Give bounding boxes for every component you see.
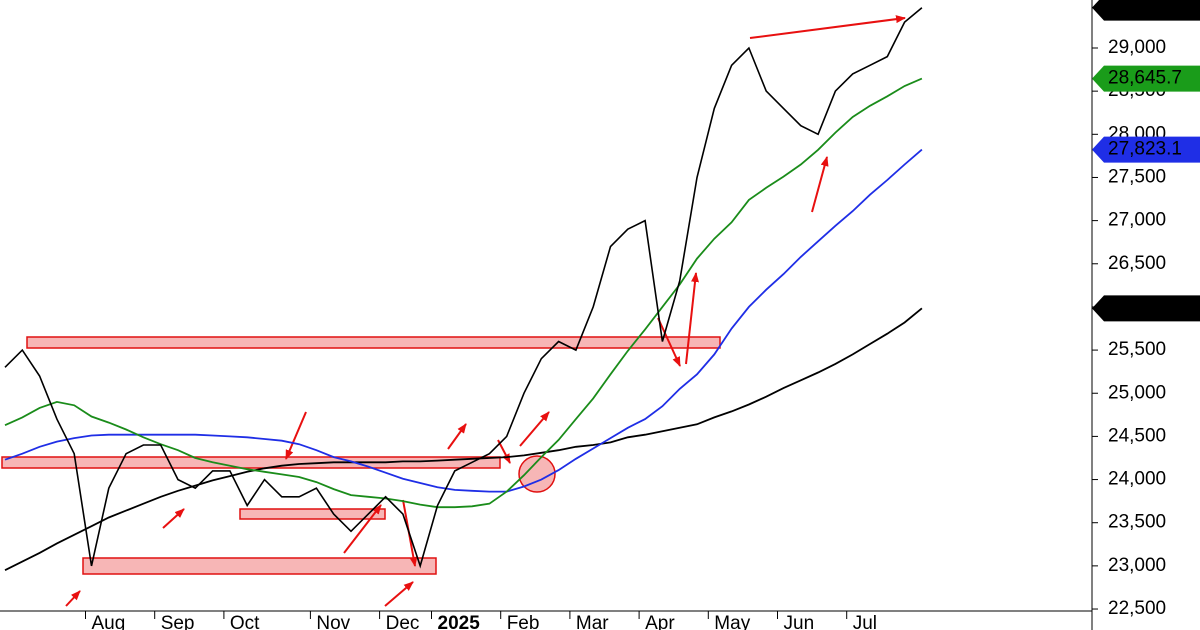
price-label-box xyxy=(1092,136,1200,163)
x-tick-label: Aug xyxy=(92,613,126,630)
support-zone xyxy=(82,557,437,575)
series-line xyxy=(4,307,923,572)
plot-area xyxy=(1,336,721,575)
price-label: 29,467.3 xyxy=(1108,0,1182,18)
price-label-box xyxy=(1092,0,1200,21)
y-tick-label: 22,500 xyxy=(1108,598,1166,619)
resistance-zone xyxy=(1,456,501,469)
x-tick-label: Apr xyxy=(645,613,675,630)
arrow xyxy=(657,317,681,367)
x-tick-label: Mar xyxy=(576,613,609,630)
y-tick-label: 24,500 xyxy=(1108,425,1166,446)
arrow xyxy=(65,590,81,607)
x-tick-label: Sep xyxy=(161,613,195,630)
arrow xyxy=(811,156,829,213)
series-line xyxy=(4,77,923,509)
x-tick-label: Oct xyxy=(230,613,260,630)
x-tick-label: Nov xyxy=(316,613,350,630)
arrow xyxy=(285,411,307,460)
x-tick-label: 2025 xyxy=(438,613,481,630)
annotation-arrows xyxy=(65,15,906,607)
x-tick-label: Jul xyxy=(853,613,877,630)
x-tick-label: May xyxy=(714,613,750,630)
resistance-zone xyxy=(26,336,721,349)
price-label-box xyxy=(1092,65,1200,92)
y-tick-label: 23,000 xyxy=(1108,555,1166,576)
price-label: 27,823.1 xyxy=(1108,139,1182,160)
support-zone xyxy=(239,508,386,520)
crossover-marker xyxy=(518,455,556,493)
arrow xyxy=(384,581,414,607)
y-tick-label: 25,500 xyxy=(1108,339,1166,360)
y-tick-label: 23,500 xyxy=(1108,512,1166,533)
arrow xyxy=(162,508,185,529)
x-tick-label: Jun xyxy=(784,613,815,630)
price-label: 28,645.7 xyxy=(1108,68,1182,89)
y-tick-label: 26,500 xyxy=(1108,253,1166,274)
x-tick-label: Dec xyxy=(386,613,420,630)
y-tick-label: 25,000 xyxy=(1108,382,1166,403)
arrow xyxy=(749,15,906,39)
series-line xyxy=(4,7,923,569)
x-tick-label: Feb xyxy=(507,613,540,630)
y-tick-label: 24,000 xyxy=(1108,469,1166,490)
y-tick-label: 27,500 xyxy=(1108,166,1166,187)
arrow xyxy=(519,411,550,447)
price-label-box xyxy=(1092,295,1200,322)
arrow xyxy=(343,504,382,554)
arrow xyxy=(685,272,699,365)
series-line xyxy=(4,148,923,493)
arrow xyxy=(447,423,467,450)
y-tick-label: 27,000 xyxy=(1108,210,1166,231)
price-label: 25,983.8 xyxy=(1108,297,1182,318)
y-tick-label: 29,000 xyxy=(1108,37,1166,58)
